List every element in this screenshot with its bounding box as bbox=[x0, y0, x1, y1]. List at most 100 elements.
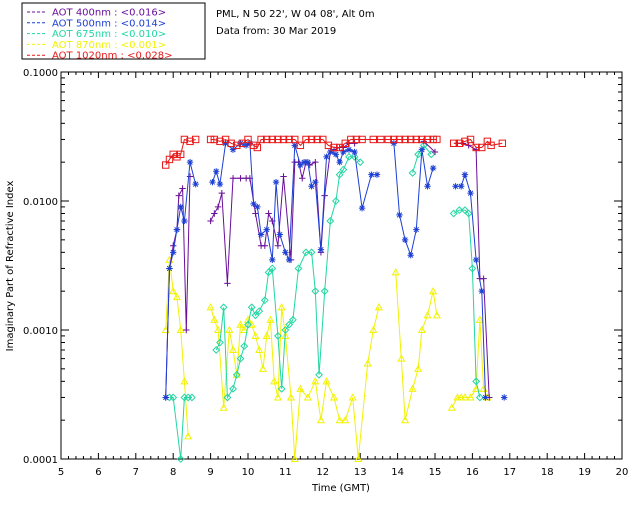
y-tick-label: 0.0010 bbox=[23, 326, 58, 337]
square-marker bbox=[279, 135, 288, 144]
plus-marker bbox=[261, 242, 269, 249]
series-4 bbox=[162, 135, 507, 169]
x-tick-label: 14 bbox=[391, 467, 404, 478]
diamond-marker bbox=[350, 152, 359, 161]
square-marker bbox=[233, 141, 241, 150]
triangle-marker bbox=[429, 286, 438, 295]
square-marker bbox=[423, 135, 432, 144]
triangle-marker bbox=[277, 303, 286, 311]
triangle-marker bbox=[369, 325, 378, 334]
plus-marker bbox=[265, 210, 272, 217]
series-1 bbox=[162, 140, 508, 401]
legend-entry: AOT 870nm : <0.001> bbox=[52, 40, 166, 51]
square-marker bbox=[401, 135, 409, 144]
square-marker bbox=[352, 135, 361, 144]
asterisk-marker bbox=[323, 153, 330, 161]
plot-frame bbox=[60, 71, 623, 460]
diamond-marker bbox=[302, 248, 310, 257]
square-marker bbox=[455, 139, 464, 148]
diamond-marker bbox=[345, 152, 353, 161]
legend-entry: AOT 675nm : <0.010> bbox=[52, 29, 166, 40]
square-marker bbox=[296, 141, 305, 150]
square-marker bbox=[412, 135, 421, 144]
plus-marker bbox=[211, 210, 218, 217]
plus-marker bbox=[299, 175, 306, 182]
square-marker bbox=[186, 137, 194, 146]
square-marker bbox=[173, 153, 181, 161]
x-tick-label: 16 bbox=[466, 467, 479, 478]
diamond-marker bbox=[229, 384, 237, 393]
triangle-marker bbox=[397, 354, 406, 362]
diamond-marker bbox=[216, 338, 224, 347]
asterisk-marker bbox=[413, 226, 420, 233]
square-marker bbox=[384, 135, 392, 144]
square-marker bbox=[263, 135, 271, 144]
square-marker bbox=[302, 135, 310, 144]
square-marker bbox=[390, 135, 398, 144]
x-tick-label: 18 bbox=[541, 467, 554, 478]
square-marker bbox=[347, 135, 355, 144]
square-marker bbox=[221, 135, 230, 144]
plus-marker bbox=[252, 210, 259, 217]
triangle-marker bbox=[281, 331, 290, 339]
asterisk-marker bbox=[317, 246, 325, 253]
triangle-marker bbox=[247, 320, 256, 328]
triangle-marker bbox=[262, 331, 271, 339]
asterisk-marker bbox=[390, 140, 398, 147]
diamond-marker bbox=[455, 206, 464, 215]
triangle-marker bbox=[219, 403, 228, 411]
triangle-marker bbox=[236, 320, 245, 328]
triangle-marker bbox=[475, 315, 484, 323]
asterisk-marker bbox=[452, 183, 459, 190]
square-marker bbox=[450, 139, 458, 148]
triangle-marker bbox=[303, 393, 312, 401]
triangle-marker bbox=[172, 292, 181, 301]
triangle-marker bbox=[401, 415, 410, 424]
asterisk-marker bbox=[254, 203, 261, 211]
square-marker bbox=[169, 150, 177, 159]
diamond-marker bbox=[339, 165, 348, 174]
asterisk-marker bbox=[257, 231, 265, 238]
asterisk-marker bbox=[173, 226, 181, 233]
square-marker bbox=[498, 139, 507, 148]
plus-marker bbox=[480, 275, 487, 282]
y-axis-label: Imaginary Part of Refractive Index bbox=[5, 181, 16, 352]
square-marker bbox=[406, 135, 415, 144]
x-tick-label: 12 bbox=[316, 467, 329, 478]
square-marker bbox=[358, 135, 366, 144]
x-tick-label: 7 bbox=[133, 467, 139, 478]
asterisk-marker bbox=[457, 183, 465, 190]
asterisk-marker bbox=[166, 265, 173, 272]
plus-marker bbox=[175, 192, 183, 199]
diamond-marker bbox=[285, 320, 294, 329]
square-marker bbox=[461, 137, 469, 146]
square-marker bbox=[335, 143, 344, 152]
x-tick-label: 6 bbox=[95, 467, 101, 478]
diamond-marker bbox=[169, 393, 178, 402]
asterisk-marker bbox=[358, 204, 366, 212]
triangle-marker bbox=[414, 364, 423, 372]
triangle-marker bbox=[176, 325, 185, 334]
plus-marker bbox=[312, 158, 319, 166]
x-tick-label: 20 bbox=[616, 467, 629, 478]
asterisk-marker bbox=[336, 158, 343, 166]
square-marker bbox=[257, 135, 265, 144]
triangle-marker bbox=[329, 393, 339, 401]
plus-marker bbox=[465, 142, 472, 149]
asterisk-marker bbox=[312, 178, 319, 186]
asterisk-marker bbox=[229, 146, 237, 153]
square-marker bbox=[395, 135, 404, 144]
square-marker bbox=[249, 141, 258, 150]
triangle-marker bbox=[423, 311, 432, 319]
asterisk-marker bbox=[222, 140, 229, 147]
square-marker bbox=[429, 135, 437, 144]
x-tick-label: 10 bbox=[242, 467, 255, 478]
square-marker bbox=[216, 137, 224, 146]
triangle-marker bbox=[184, 432, 193, 440]
triangle-marker bbox=[169, 286, 178, 295]
plus-marker bbox=[321, 192, 328, 199]
asterisk-marker bbox=[170, 249, 177, 256]
diamond-marker bbox=[331, 197, 340, 205]
diamond-marker bbox=[236, 354, 245, 363]
square-marker bbox=[253, 143, 262, 152]
